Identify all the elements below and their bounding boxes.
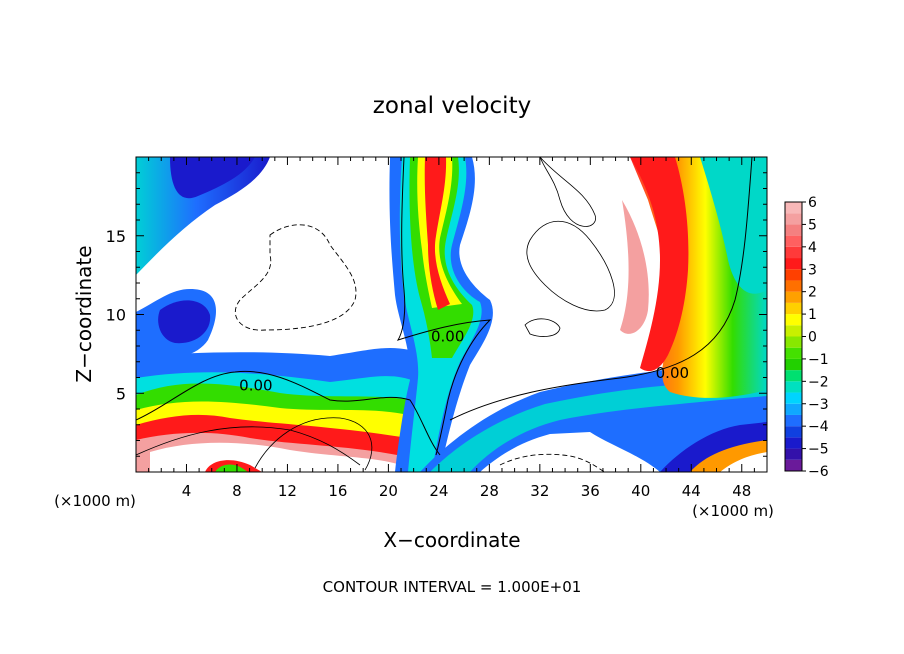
colorbar-swatch	[785, 302, 802, 315]
velocity-field: 0.00 0.00 0.00	[136, 157, 767, 472]
x-tick-label: 20	[379, 482, 398, 500]
colorbar-tick-label: 0	[808, 330, 817, 346]
colorbar-tick-label: 1	[808, 307, 817, 323]
colorbar-swatch	[785, 336, 802, 348]
colorbar	[784, 201, 803, 472]
colorbar-swatch	[785, 224, 802, 236]
chart-title: zonal velocity	[373, 93, 531, 119]
x-tick-label: 8	[232, 482, 242, 500]
y-axis-label: Z−coordinate	[72, 245, 96, 382]
colorbar-swatch	[785, 246, 802, 259]
contour-interval-note: CONTOUR INTERVAL = 1.000E+01	[323, 578, 582, 596]
x-tick-label: 12	[278, 482, 297, 500]
x-tick-label: 16	[328, 482, 347, 500]
colorbar-swatch	[785, 459, 802, 471]
colorbar-tick-label: 2	[808, 285, 817, 301]
colorbar-labels: 6 5 4 3 2 1 0 −1 −2 −3 −4 −5 −6	[802, 195, 829, 480]
colorbar-swatch	[785, 347, 802, 359]
y-axis-ticks: 5 10 15	[106, 172, 767, 457]
colorbar-tick-label: 4	[808, 240, 817, 256]
colorbar-tick-label: 5	[808, 217, 817, 233]
colorbar-tick-label: −1	[808, 352, 829, 368]
colorbar-swatch	[785, 291, 802, 303]
x-unit-right: (×1000 m)	[692, 502, 774, 520]
colorbar-swatch	[785, 381, 802, 393]
y-tick-label: 5	[116, 384, 126, 403]
x-tick-label: 48	[732, 482, 751, 500]
colorbar-swatch	[785, 235, 802, 247]
contour-lines	[136, 157, 753, 472]
colorbar-swatch	[785, 213, 802, 225]
colorbar-swatch	[785, 280, 802, 292]
colorbar-swatch	[785, 202, 802, 214]
colorbar-swatch	[785, 448, 802, 460]
colorbar-swatch	[785, 392, 802, 404]
colorbar-tick-label: −6	[808, 464, 829, 480]
colorbar-swatch	[785, 426, 802, 438]
colorbar-swatch	[785, 414, 802, 427]
x-axis-ticks: 4 8 12 16 20 24 28 32 36 40 44 48	[148, 157, 755, 500]
x-tick-label: 4	[182, 482, 192, 500]
colorbar-tick-label: 3	[808, 262, 817, 278]
colorbar-swatch	[785, 258, 802, 270]
field-region-upper-left	[136, 157, 270, 275]
colorbar-tick-label: −4	[808, 419, 829, 435]
colorbar-tick-label: −5	[808, 442, 829, 458]
x-tick-label: 28	[480, 482, 499, 500]
x-tick-label: 32	[530, 482, 549, 500]
colorbar-swatch	[785, 437, 802, 449]
x-axis-label: X−coordinate	[383, 528, 520, 552]
y-tick-label: 15	[106, 227, 126, 246]
x-tick-label: 36	[581, 482, 600, 500]
colorbar-swatch	[785, 314, 802, 326]
colorbar-tick-label: −3	[808, 397, 829, 413]
x-tick-label: 40	[631, 482, 650, 500]
colorbar-swatch	[785, 358, 802, 371]
contour-label: 0.00	[239, 376, 272, 394]
colorbar-swatch	[785, 325, 802, 337]
colorbar-swatch	[785, 370, 802, 382]
colorbar-tick-label: 6	[808, 195, 817, 211]
contour-label: 0.00	[656, 364, 689, 382]
colorbar-swatch	[785, 269, 802, 281]
x-tick-label: 24	[429, 482, 448, 500]
colorbar-tick-label: −2	[808, 374, 829, 390]
contour-label: 0.00	[431, 328, 464, 346]
y-tick-label: 10	[106, 306, 126, 325]
x-tick-label: 44	[682, 482, 701, 500]
colorbar-swatch	[785, 403, 802, 415]
x-unit-left: (×1000 m)	[54, 492, 136, 510]
